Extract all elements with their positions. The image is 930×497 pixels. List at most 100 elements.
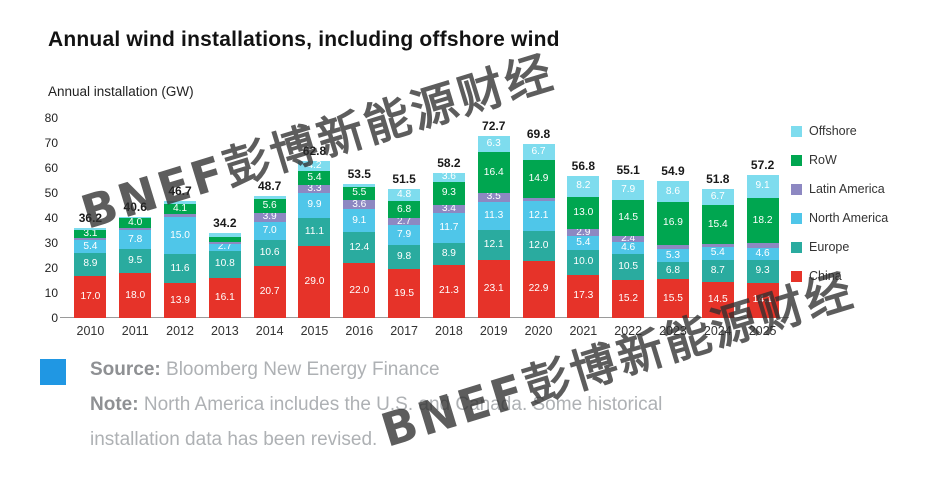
x-tick-label: 2014 — [255, 324, 284, 338]
segment-value-label: 6.3 — [486, 138, 501, 150]
bar-segment-row: 13.0 — [567, 196, 600, 229]
segment-value-label: 16.4 — [483, 166, 504, 178]
source-label: Source: — [90, 359, 161, 380]
x-tick-label: 2018 — [435, 324, 463, 338]
bar-segment-offshore: 6.7 — [701, 188, 734, 206]
x-tick-label: 2019 — [479, 324, 508, 338]
bar-segment-latin-america: 3.4 — [432, 203, 465, 214]
segment-value-label: 9.9 — [307, 199, 322, 211]
legend-swatch-icon — [791, 125, 802, 137]
segment-value-label: 10.5 — [618, 260, 639, 272]
bar-segment-china: 17.0 — [74, 275, 107, 318]
y-tick-label: 20 — [44, 261, 58, 275]
y-tick-label: 70 — [44, 136, 58, 150]
bar-segment-north-america: 5.4 — [567, 236, 600, 250]
segment-value-label: 18.0 — [125, 289, 146, 301]
bar-group-2014: 20.7 10.6 7.0 3.9 5.6 48.7 2014 — [253, 118, 286, 338]
segment-value-label: 9.1 — [755, 180, 770, 192]
bar-total-label: 62.8 — [302, 143, 327, 158]
bar-segment-latin-america — [522, 197, 555, 201]
segment-value-label: 3.3 — [307, 182, 322, 194]
bar-segment-europe: 8.9 — [74, 253, 107, 276]
segment-value-label: 14.9 — [528, 172, 549, 184]
bar-group-2024: 14.5 8.7 5.4 15.4 6.7 51.8 2024 — [701, 118, 734, 338]
bar-segment-north-america: 11.7 — [432, 213, 465, 243]
segment-value-label: 12.1 — [528, 209, 549, 221]
bar-segment-north-america: 11.3 — [477, 201, 510, 230]
segment-value-label: 7.9 — [621, 184, 636, 196]
bar-group-2011: 18.0 9.5 7.8 4.0 40.6 2011 — [119, 118, 152, 338]
segment-value-label: 2.4 — [621, 233, 636, 245]
bar-segment-latin-america — [701, 243, 734, 247]
x-tick-label: 2025 — [748, 324, 777, 338]
segment-value-label: 6.8 — [397, 203, 412, 215]
bar-segment-europe: 12.4 — [343, 232, 376, 263]
legend-label: Latin America — [809, 182, 885, 196]
segment-value-label: 10.0 — [573, 256, 594, 268]
bar-total-label: 55.1 — [616, 163, 640, 178]
legend: Offshore RoW Latin America North America Eur… — [791, 124, 888, 298]
bar-segment-row: 4.1 — [164, 204, 197, 215]
segment-value-label: 16.1 — [214, 291, 235, 303]
bar-total-label: 51.5 — [392, 172, 416, 187]
bar-segment-north-america: 7.9 — [388, 225, 421, 245]
y-tick-label: 0 — [51, 311, 58, 325]
bar-segment-offshore — [74, 227, 107, 231]
y-tick-label: 40 — [44, 211, 58, 225]
segment-value-label: 3.9 — [262, 211, 277, 223]
bar-segment-offshore — [208, 232, 241, 237]
bar-segment-china: 15.5 — [656, 279, 689, 318]
segment-value-label: 15.0 — [170, 229, 190, 241]
segment-value-label: 8.9 — [83, 258, 98, 270]
segment-value-label: 19.5 — [394, 287, 414, 299]
y-axis-label: Annual installation (GW) — [48, 84, 194, 99]
bar-segment-china: 17.3 — [567, 274, 600, 318]
segment-value-label: 14.5 — [618, 212, 639, 224]
segment-value-label: 20.7 — [259, 286, 280, 298]
segment-value-label: 16.9 — [663, 217, 683, 229]
note-label: Note: — [90, 394, 139, 415]
bar-group-2012: 13.9 11.6 15.0 4.1 46.7 2012 — [164, 118, 197, 338]
segment-value-label: 5.5 — [352, 187, 367, 199]
x-tick-label: 2017 — [390, 324, 418, 338]
y-tick-label: 10 — [44, 286, 58, 300]
bar-segment-row: 4.0 — [119, 217, 152, 228]
segment-value-label: 6.7 — [531, 145, 546, 157]
bar-segment-europe: 10.6 — [253, 239, 286, 267]
bar-segment-europe: 11.1 — [298, 217, 331, 246]
bar-segment-north-america: 7.0 — [253, 222, 286, 240]
segment-value-label: 10.6 — [259, 247, 280, 258]
segment-value-label: 13.0 — [573, 206, 594, 218]
bar-segment-latin-america: 2.7 — [388, 216, 421, 226]
legend-label: RoW — [809, 153, 837, 167]
segment-value-label: 4.6 — [621, 242, 636, 253]
segment-value-label: 3.1 — [83, 228, 98, 240]
x-tick-label: 2011 — [121, 324, 149, 338]
bar-segment-north-america: 9.9 — [298, 193, 331, 218]
segment-value-label: 5.4 — [576, 237, 591, 248]
segment-value-label: 4.8 — [397, 189, 412, 201]
segment-value-label: 12.1 — [483, 239, 504, 251]
bar-segment-china: 14.1 — [746, 282, 779, 318]
x-tick-label: 2013 — [210, 324, 239, 338]
bar-segment-row: 5.4 — [298, 171, 331, 185]
segment-value-label: 7.0 — [262, 225, 277, 236]
segment-value-label: 11.6 — [170, 262, 190, 274]
bar-segment-offshore: 4.2 — [298, 160, 331, 172]
y-tick-label: 50 — [44, 186, 58, 200]
bar-segment-offshore: 7.9 — [612, 180, 645, 200]
bar-group-2010: 17.0 8.9 5.4 3.1 36.2 2010 — [74, 118, 107, 338]
segment-value-label: 8.2 — [576, 180, 591, 192]
bar-segment-china: 19.5 — [388, 269, 421, 318]
bar-segment-north-america: 7.8 — [119, 229, 152, 250]
bar-segment-europe: 8.9 — [432, 242, 465, 265]
legend-item-offshore: Offshore — [791, 124, 888, 138]
segment-value-label: 8.6 — [665, 185, 681, 197]
legend-swatch-icon — [791, 241, 802, 253]
y-tick-label: 60 — [44, 161, 58, 175]
source-bullet-square — [40, 359, 66, 385]
legend-label: China — [809, 269, 842, 283]
bar-segment-offshore: 3.6 — [432, 171, 465, 182]
bar-segment-north-america: 12.1 — [522, 200, 555, 231]
